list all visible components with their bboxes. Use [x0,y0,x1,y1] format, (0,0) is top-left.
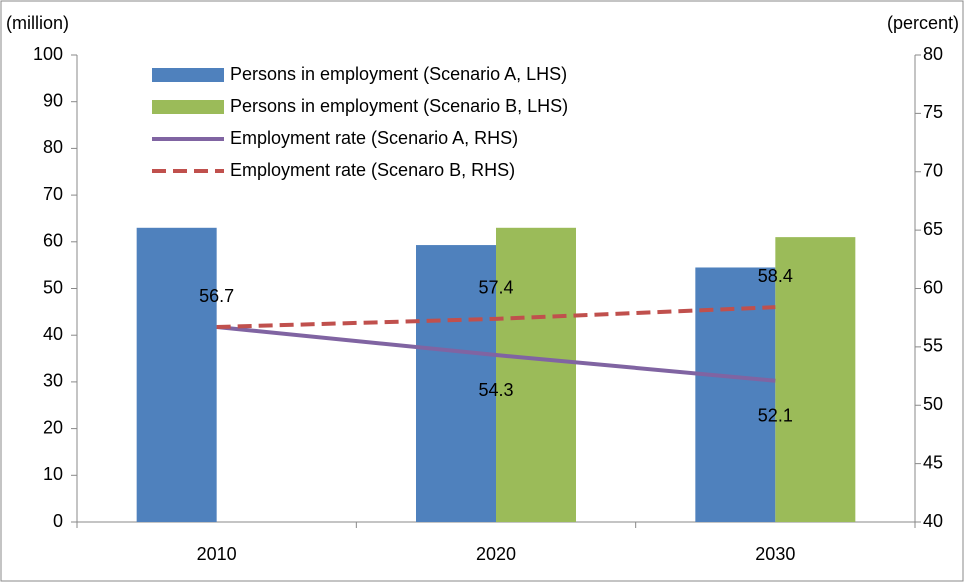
bar [695,267,776,522]
line [216,325,776,383]
data-label: 57.4 [478,278,513,298]
y-tick-label: 60 [43,231,63,251]
bar [416,245,496,522]
x-tick-label: 2030 [755,544,795,564]
y-tick-label: 50 [43,277,63,297]
y2-tick-label: 70 [923,161,943,181]
legend-label: Persons in employment (Scenario B, LHS) [230,96,568,116]
y-tick-label: 40 [43,324,63,344]
x-tick-label: 2020 [476,544,516,564]
line [216,305,776,330]
data-label: 54.3 [478,380,513,400]
bar [136,227,217,523]
y2-tick-label: 50 [923,394,943,414]
data-label: 52.1 [758,405,793,425]
bar [775,237,856,522]
y2-tick-label: 55 [923,336,943,356]
y-axis-label: (million) [6,13,69,33]
y-tick-label: 80 [43,137,63,157]
y-tick-label: 100 [33,44,63,64]
x-tick-label: 2010 [197,544,237,564]
y2-tick-label: 60 [923,277,943,297]
y-tick-label: 20 [43,417,63,437]
y2-tick-label: 75 [923,102,943,122]
legend-label: Persons in employment (Scenario A, LHS) [230,64,567,84]
y2-tick-label: 65 [923,219,943,239]
y2-tick-label: 45 [923,452,943,472]
data-label: 58.4 [758,266,793,286]
data-label: 56.7 [199,286,234,306]
legend-label: Employment rate (Scenaro B, RHS) [230,160,515,180]
y-tick-label: 10 [43,464,63,484]
y2-tick-label: 80 [923,44,943,64]
y-tick-label: 0 [53,511,63,531]
y-tick-label: 70 [43,184,63,204]
legend-label: Employment rate (Scenario A, RHS) [230,128,518,148]
bar [496,227,576,523]
y2-axis-label: (percent) [887,13,959,33]
y2-tick-label: 40 [923,511,943,531]
legend-swatch [152,68,224,82]
legend-swatch [152,100,224,114]
y-tick-label: 90 [43,90,63,110]
y-tick-label: 30 [43,371,63,391]
